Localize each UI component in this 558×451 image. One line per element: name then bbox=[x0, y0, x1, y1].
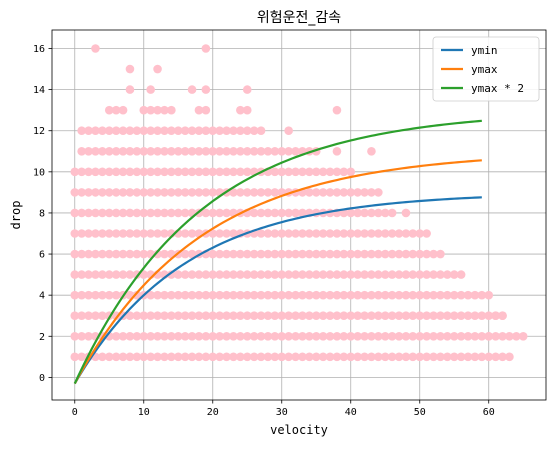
scatter-point bbox=[491, 311, 500, 320]
legend-label-1: ymax bbox=[471, 63, 498, 76]
scatter-point bbox=[505, 353, 514, 362]
chart-title: 위험운전_감속 bbox=[257, 10, 341, 26]
scatter-point bbox=[153, 65, 162, 74]
scatter-point bbox=[202, 44, 211, 53]
scatter-point bbox=[257, 126, 266, 135]
scatter-point bbox=[374, 188, 383, 197]
legend-label-0: ymin bbox=[471, 44, 498, 57]
x-tick-label: 0 bbox=[72, 407, 78, 418]
scatter-point bbox=[202, 106, 211, 115]
scatter-point bbox=[457, 270, 466, 279]
y-tick-label: 4 bbox=[39, 291, 45, 302]
legend-label-2: ymax * 2 bbox=[471, 82, 524, 95]
scatter-point bbox=[436, 250, 445, 259]
x-tick-label: 30 bbox=[276, 407, 288, 418]
y-tick-label: 0 bbox=[39, 373, 45, 384]
x-tick-label: 40 bbox=[345, 407, 357, 418]
scatter-point bbox=[346, 168, 355, 177]
scatter-point bbox=[333, 106, 342, 115]
scatter-point bbox=[367, 147, 376, 156]
legend: ymin ymax ymax * 2 bbox=[433, 37, 539, 101]
scatter-point bbox=[243, 85, 252, 94]
scatter-point bbox=[202, 85, 211, 94]
y-tick-label: 2 bbox=[39, 332, 45, 343]
x-axis-ticks: 0 10 20 30 40 50 60 bbox=[72, 400, 495, 418]
scatter-point bbox=[402, 209, 411, 218]
x-axis-label: velocity bbox=[270, 423, 328, 437]
scatter-point bbox=[284, 126, 293, 135]
scatter-point bbox=[422, 229, 431, 238]
scatter-point bbox=[119, 106, 128, 115]
scatter-point bbox=[519, 332, 528, 341]
scatter-point bbox=[484, 291, 493, 300]
scatter-point bbox=[126, 85, 135, 94]
x-tick-label: 50 bbox=[414, 407, 426, 418]
scatter-point bbox=[243, 106, 252, 115]
scatter-point bbox=[188, 85, 197, 94]
y-tick-label: 10 bbox=[33, 167, 45, 178]
scatter-point bbox=[146, 85, 155, 94]
x-tick-label: 10 bbox=[138, 407, 150, 418]
y-tick-label: 12 bbox=[33, 126, 45, 137]
x-tick-label: 20 bbox=[207, 407, 219, 418]
scatter-point bbox=[333, 147, 342, 156]
y-axis-ticks: 0 2 4 6 8 10 12 14 16 bbox=[33, 44, 52, 384]
scatter-point bbox=[167, 106, 176, 115]
scatter-point bbox=[126, 65, 135, 74]
x-tick-label: 60 bbox=[483, 407, 495, 418]
y-tick-label: 14 bbox=[33, 85, 45, 96]
y-tick-label: 8 bbox=[39, 208, 45, 219]
y-axis-label: drop bbox=[9, 201, 23, 230]
y-tick-label: 16 bbox=[33, 44, 45, 55]
y-tick-label: 6 bbox=[39, 250, 45, 261]
scatter-point bbox=[388, 209, 397, 218]
scatter-point bbox=[484, 332, 493, 341]
scatter-point bbox=[91, 44, 100, 53]
